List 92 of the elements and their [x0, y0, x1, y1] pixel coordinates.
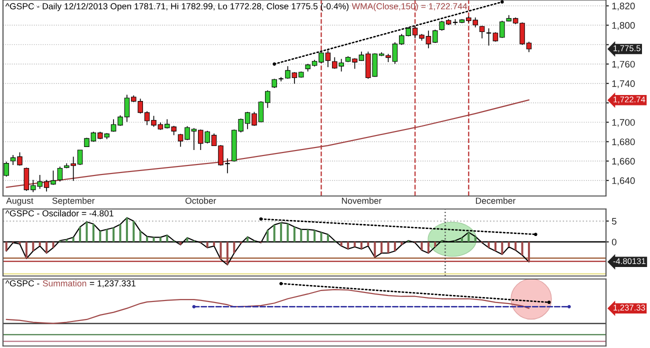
- bar: [25, 242, 28, 259]
- y-tick-label: 1,660: [612, 158, 635, 166]
- bar: [139, 231, 142, 242]
- bar: [387, 242, 390, 254]
- y-tick-label: 1,740: [612, 80, 635, 88]
- chart-title: ^GSPC -: [5, 280, 40, 286]
- bar: [354, 242, 356, 247]
- bar: [488, 242, 490, 248]
- bar: [320, 232, 322, 242]
- bar: [400, 242, 403, 245]
- bar: [186, 238, 188, 242]
- line-series: [6, 99, 530, 188]
- bar: [360, 242, 362, 249]
- bar: [501, 242, 504, 254]
- bar: [220, 242, 222, 260]
- text: Summation: [42, 280, 86, 286]
- bar: [180, 242, 182, 245]
- bar: [66, 239, 68, 242]
- y-tick-label: 1,760: [612, 60, 635, 69]
- bar: [206, 242, 208, 248]
- bar: [468, 232, 470, 242]
- bar: [32, 242, 34, 252]
- y-tick-label: 1,800: [612, 22, 635, 30]
- bar: [119, 224, 122, 242]
- bar: [474, 236, 476, 242]
- bar: [38, 242, 41, 246]
- chart-title: ^GSPC - Oscilador = -4.801: [5, 210, 114, 216]
- bar: [233, 242, 236, 254]
- bar: [159, 237, 162, 242]
- bar: [420, 242, 423, 250]
- bar: [293, 226, 296, 242]
- y-tick-label: 1,820: [612, 2, 635, 10]
- bar: [46, 242, 48, 254]
- y-tick-label: 5: [612, 218, 616, 225]
- bar: [273, 224, 276, 242]
- bar: [166, 235, 168, 242]
- bar: [246, 236, 249, 242]
- bar: [380, 242, 383, 254]
- x-tick-label: September: [52, 197, 95, 206]
- bar: [460, 238, 463, 242]
- chart-title: ^GSPC - Daily 12/12/2013 Open 1781.71, Hi 1782.99, Lo 1772.28, Close 1775.5 (-0.4%): [5, 2, 348, 12]
- x-tick-label: August: [6, 198, 34, 206]
- bar: [152, 237, 155, 242]
- bar: [306, 229, 309, 242]
- candlestick: [4, 161, 9, 178]
- bar: [5, 242, 8, 252]
- candlestick: [479, 25, 485, 39]
- x-tick-label: December: [476, 197, 516, 204]
- bar: [226, 242, 228, 265]
- bar: [99, 231, 102, 242]
- bar: [112, 228, 115, 242]
- bar: [427, 242, 430, 254]
- bar: [514, 242, 517, 250]
- y-tick-label: 1,640: [612, 177, 635, 186]
- bar: [52, 242, 54, 248]
- bar: [374, 242, 376, 258]
- y-tick-label: 0: [612, 238, 616, 246]
- bar: [340, 242, 342, 246]
- bar: [86, 222, 88, 242]
- x-tick-label: October: [186, 197, 216, 204]
- text: 1,722.74: [614, 96, 646, 104]
- bar: [286, 224, 289, 242]
- candlestick: [57, 166, 63, 182]
- bar: [126, 218, 128, 242]
- bar: [280, 222, 282, 242]
- bar: [494, 242, 496, 252]
- bar: [508, 242, 510, 247]
- bar: [213, 242, 216, 246]
- bar: [79, 226, 82, 242]
- chart-subtitle: = 1,237.331: [90, 280, 136, 288]
- text: 1,237.33: [614, 304, 646, 312]
- x-tick-label: November: [342, 197, 382, 204]
- bar: [367, 242, 370, 246]
- bar: [106, 229, 108, 242]
- bar: [521, 242, 524, 256]
- y-tick-label: 1,680: [612, 138, 635, 146]
- bar: [300, 229, 302, 242]
- text: -4.80131: [613, 258, 646, 264]
- bar: [92, 224, 94, 242]
- text: WMA(Close,150) = 1,722.744: [352, 2, 468, 12]
- bar: [434, 242, 436, 247]
- bar: [314, 230, 316, 242]
- bar: [72, 237, 74, 242]
- bar: [326, 234, 329, 242]
- text: 1,775.5: [614, 45, 640, 52]
- bar: [528, 242, 530, 262]
- bar: [146, 236, 148, 242]
- bar: [347, 242, 350, 249]
- bar: [394, 242, 396, 252]
- bar: [266, 230, 269, 242]
- y-tick-label: 1,700: [612, 119, 635, 127]
- bar: [132, 221, 135, 242]
